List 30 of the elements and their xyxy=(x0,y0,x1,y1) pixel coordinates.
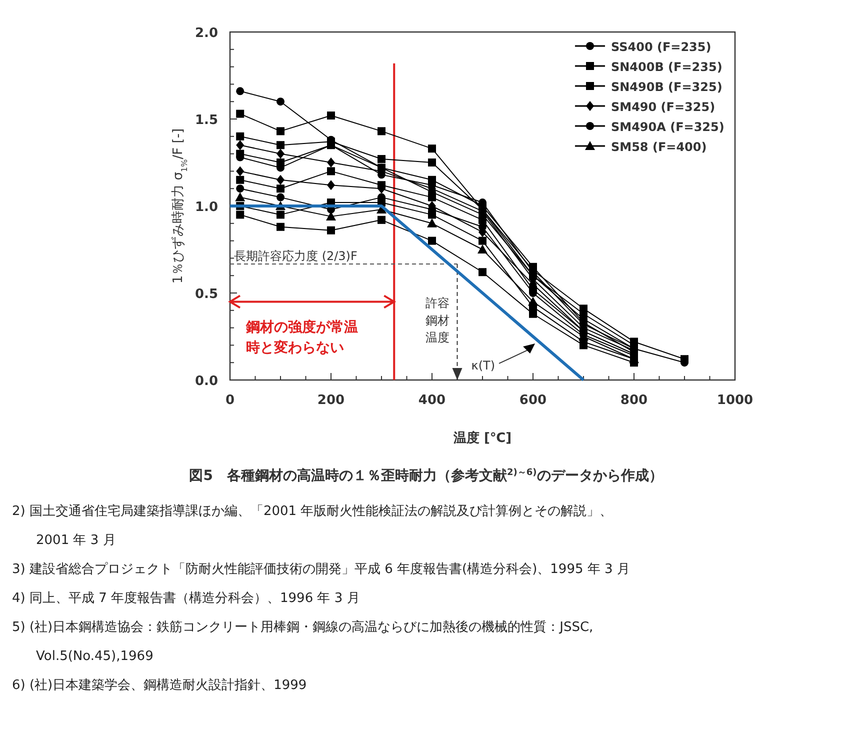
x-axis-title: 温度 [℃] xyxy=(452,430,512,446)
legend-label: SN400B (F=235) xyxy=(611,60,722,74)
y-tick-label: 2.0 xyxy=(194,26,218,41)
y-tick-label: 1.0 xyxy=(194,200,218,215)
text: 6) (社)日本建築学会、鋼構造耐火設計指針、1999 xyxy=(12,678,307,693)
y-tick-label: 0.5 xyxy=(194,287,218,302)
legend-label: SM490 (F=325) xyxy=(611,100,716,114)
text: 2) 国土交通省住宅局建築指導課ほか編、「2001 年版耐火性能検証法の解説及び計算例とその解説」、 xyxy=(12,503,613,519)
x-tick-label: 1000 xyxy=(716,393,754,408)
legend-label: SN490B (F=325) xyxy=(611,80,722,94)
y-tick-label: 0.0 xyxy=(194,374,218,389)
x-tick-label: 200 xyxy=(317,393,345,408)
x-tick-label: 600 xyxy=(519,393,547,408)
x-tick-label: 400 xyxy=(418,393,446,408)
annotation: κ(T) xyxy=(471,358,496,372)
text: 5) (社)日本鋼構造協会：鉄筋コンクリート用棒鋼・鋼線の高温ならびに加熱後の機械的性質：JSSC, xyxy=(12,619,594,635)
legend-label: SM58 (F=400) xyxy=(611,140,707,154)
legend-label: SS400 (F=235) xyxy=(611,40,712,54)
annotation: 鋼材の強度が常温時と変わらない xyxy=(245,318,358,356)
text: 3) 建設省総合プロジェクト「防耐火性能評価技術の開発」平成 6 年度報告書(構造分科会)、1995 年 3 月 xyxy=(12,561,630,577)
ref-line-label: 長期許容応力度 (2/3)F xyxy=(234,248,358,263)
x-tick-label: 800 xyxy=(620,393,648,408)
text: 図5 各種鋼材の高温時の１％歪時耐力（参考文献$^{2)～6)}$のデータから作成） xyxy=(189,467,663,484)
y-tick-label: 1.5 xyxy=(194,113,218,128)
text: 2001 年 3 月 xyxy=(36,533,116,548)
text: 4) 同上、平成 7 年度報告書（構造分科会）、1996 年 3 月 xyxy=(12,590,360,606)
ref-line-label: 許容鋼材温度 xyxy=(425,296,450,345)
legend-label: SM490A (F=325) xyxy=(611,120,724,134)
x-tick-label: 0 xyxy=(225,393,235,408)
text: Vol.5(No.45),1969 xyxy=(36,649,154,664)
